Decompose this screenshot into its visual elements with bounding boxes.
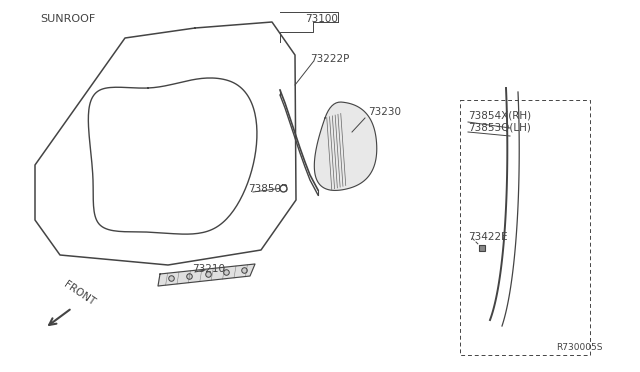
Text: 73853Q(LH): 73853Q(LH) [468,122,531,132]
Text: R730005S: R730005S [556,343,602,352]
Text: 73422E: 73422E [468,232,508,242]
Text: 73850B: 73850B [248,184,288,194]
Polygon shape [158,264,255,286]
Text: 73230: 73230 [368,107,401,117]
Text: FRONT: FRONT [62,279,97,307]
Text: SUNROOF: SUNROOF [40,14,95,24]
Polygon shape [314,102,377,190]
Text: 73210: 73210 [192,264,225,274]
Text: 73854X(RH): 73854X(RH) [468,110,531,120]
Text: 73222P: 73222P [310,54,349,64]
Text: 73100: 73100 [305,14,338,24]
